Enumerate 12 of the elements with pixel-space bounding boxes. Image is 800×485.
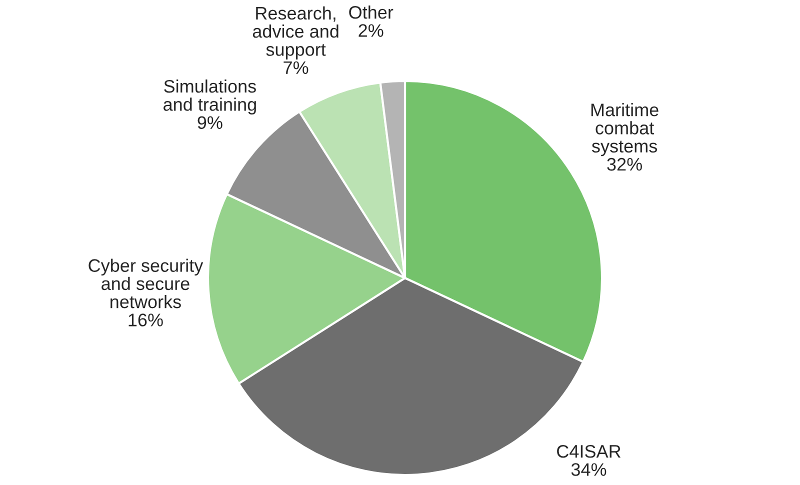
slice-label: Cyber security and secure networks: [88, 258, 204, 308]
slice-label: C4ISAR: [557, 444, 621, 458]
data-label: 16%: [128, 314, 163, 326]
data-label: 2%: [358, 24, 384, 37]
slice-label: Maritime combat systems: [591, 103, 658, 156]
data-label: 7%: [284, 61, 308, 74]
data-label: 34%: [571, 463, 606, 476]
data-label: 32%: [607, 158, 642, 171]
data-label: 9%: [198, 116, 222, 130]
slice-label: Other: [349, 6, 394, 19]
slice-label: Research, advice and support: [252, 6, 338, 60]
slice-label: Simulations and training: [164, 79, 256, 114]
